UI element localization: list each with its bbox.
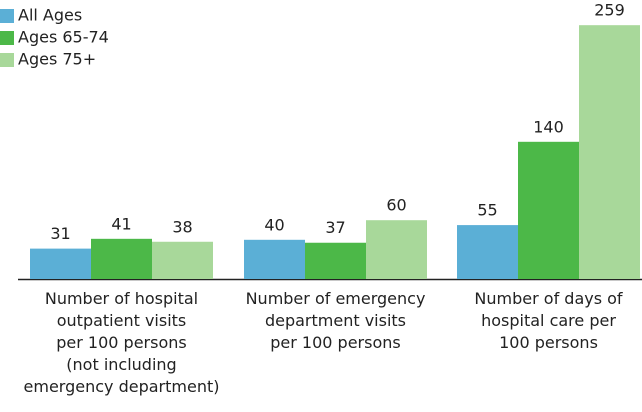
bar	[518, 141, 579, 279]
category-label: Number of emergency department visits pe…	[245, 289, 426, 352]
legend-label: All Ages	[18, 6, 82, 25]
legend-swatch	[0, 53, 14, 67]
value-label: 55	[477, 201, 497, 220]
legend-swatch	[0, 9, 14, 23]
bar	[152, 241, 213, 279]
bar	[366, 220, 427, 279]
value-label: 259	[594, 1, 625, 20]
bar	[457, 225, 518, 279]
legend-swatch	[0, 31, 14, 45]
value-label: 60	[386, 196, 406, 215]
value-label: 37	[325, 218, 345, 237]
value-label: 31	[50, 224, 70, 243]
legend-label: Ages 75+	[18, 50, 96, 69]
category-label: Number of hospital outpatient visits per…	[23, 289, 220, 396]
value-label: 40	[264, 215, 284, 234]
bar	[244, 239, 305, 279]
bar	[579, 25, 640, 280]
legend-label: Ages 65-74	[18, 28, 109, 47]
category-label: Number of days of hospital care per 100 …	[474, 289, 623, 352]
bar	[305, 242, 366, 279]
value-label: 41	[111, 214, 131, 233]
value-label: 38	[172, 217, 192, 236]
value-label: 140	[533, 117, 564, 136]
bar	[30, 248, 91, 279]
bar	[91, 238, 152, 279]
